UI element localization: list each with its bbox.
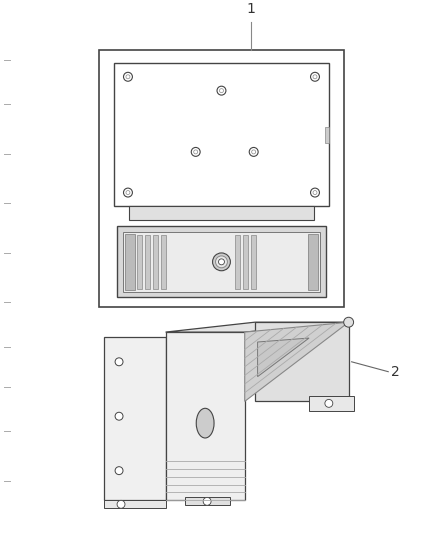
Ellipse shape: [196, 408, 214, 438]
Bar: [137, 235, 142, 288]
Bar: [104, 500, 166, 508]
Bar: [99, 50, 344, 308]
Circle shape: [311, 188, 319, 197]
Bar: [129, 206, 314, 220]
Polygon shape: [166, 332, 245, 500]
Bar: [243, 235, 248, 288]
Circle shape: [115, 358, 123, 366]
Polygon shape: [309, 397, 353, 411]
Bar: [114, 63, 329, 206]
Circle shape: [124, 188, 132, 197]
Circle shape: [215, 256, 227, 268]
Bar: [325, 127, 329, 143]
Bar: [235, 235, 240, 288]
Circle shape: [212, 253, 230, 271]
Circle shape: [325, 399, 333, 407]
Polygon shape: [254, 322, 349, 401]
Bar: [125, 234, 135, 289]
Circle shape: [217, 86, 226, 95]
Text: 1: 1: [247, 3, 256, 17]
Circle shape: [219, 259, 224, 265]
Text: 2: 2: [391, 365, 400, 378]
Circle shape: [203, 497, 211, 505]
Circle shape: [115, 412, 123, 420]
Bar: [185, 497, 230, 505]
Polygon shape: [258, 338, 309, 377]
Bar: [145, 235, 150, 288]
Bar: [117, 226, 326, 297]
Circle shape: [124, 72, 132, 81]
Bar: [308, 234, 318, 289]
Bar: [123, 232, 320, 292]
Polygon shape: [245, 322, 349, 401]
Polygon shape: [166, 322, 349, 332]
Circle shape: [191, 148, 200, 156]
Circle shape: [117, 500, 125, 508]
Circle shape: [115, 467, 123, 474]
Polygon shape: [104, 337, 166, 500]
Bar: [161, 235, 166, 288]
Circle shape: [344, 317, 353, 327]
Circle shape: [311, 72, 319, 81]
Bar: [251, 235, 256, 288]
Circle shape: [249, 148, 258, 156]
Bar: [153, 235, 158, 288]
